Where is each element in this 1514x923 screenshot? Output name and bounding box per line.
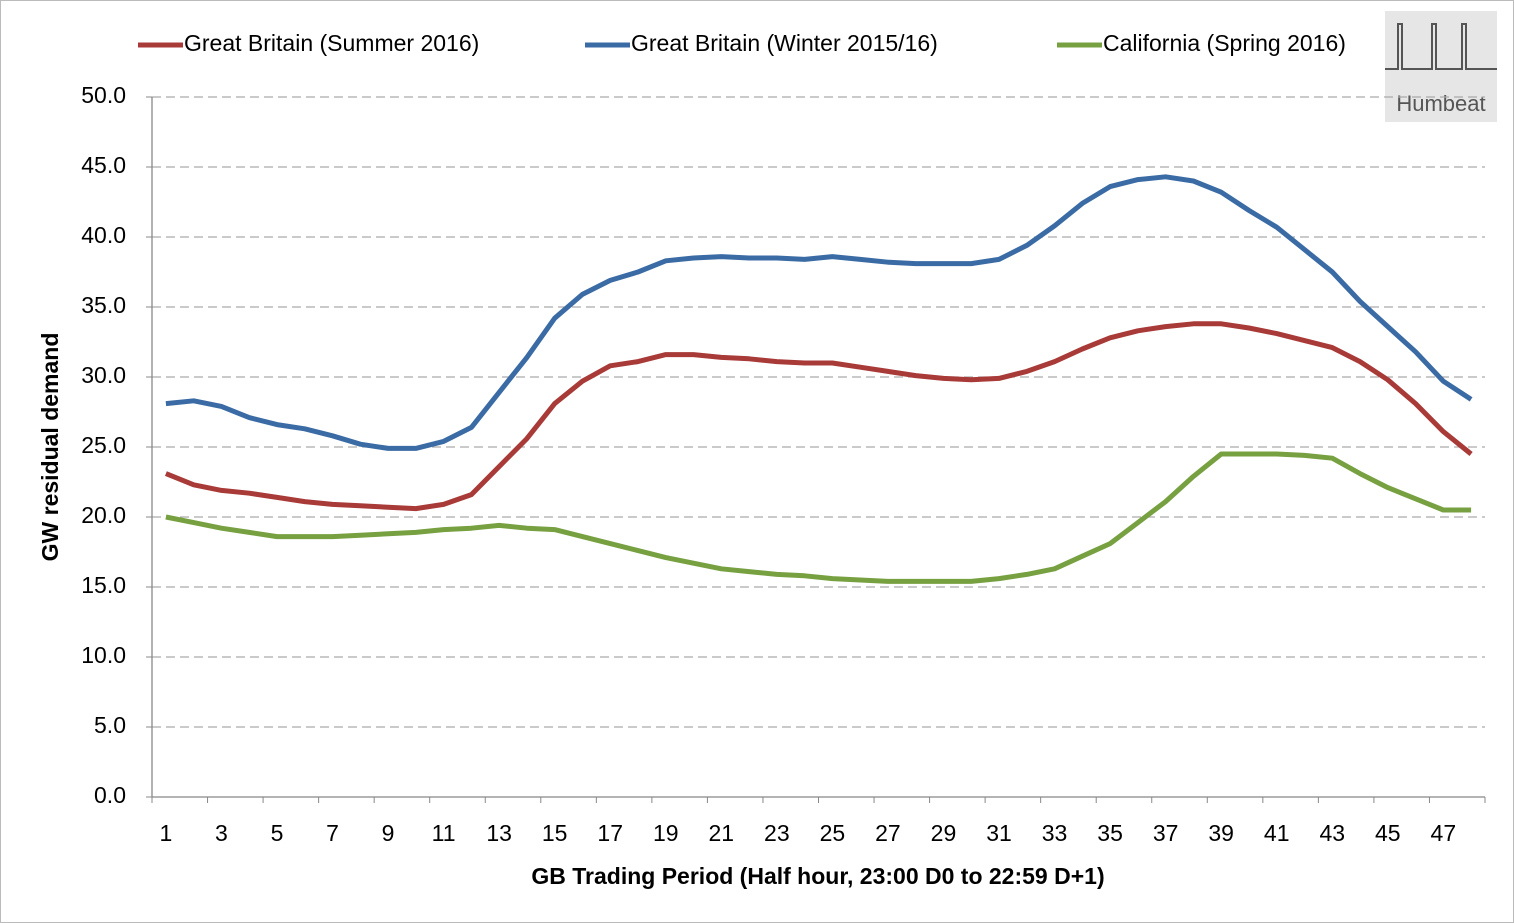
y-tick-label: 0.0	[94, 782, 126, 808]
x-tick-label: 23	[764, 820, 790, 846]
y-tick-label: 15.0	[81, 572, 126, 598]
y-tick-label: 45.0	[81, 152, 126, 178]
y-tick-label: 35.0	[81, 292, 126, 318]
x-tick-label: 45	[1375, 820, 1401, 846]
x-tick-label: 47	[1431, 820, 1457, 846]
y-tick-label: 40.0	[81, 222, 126, 248]
legend-label: Great Britain (Summer 2016)	[184, 30, 479, 56]
y-tick-label: 5.0	[94, 712, 126, 738]
logo: Humbeat	[1385, 11, 1497, 122]
legend-label: Great Britain (Winter 2015/16)	[631, 30, 938, 56]
series-line	[164, 321, 1473, 512]
logo-text: Humbeat	[1396, 91, 1485, 116]
x-tick-label: 43	[1319, 820, 1345, 846]
y-axis-title: GW residual demand	[37, 333, 63, 562]
y-tick-label: 25.0	[81, 432, 126, 458]
logo-pulse	[1385, 23, 1497, 70]
x-tick-label: 3	[215, 820, 228, 846]
x-tick-label: 5	[271, 820, 284, 846]
y-tick-label: 10.0	[81, 642, 126, 668]
x-tick-label: 41	[1264, 820, 1290, 846]
x-tick-label: 19	[653, 820, 679, 846]
x-tick-label: 31	[986, 820, 1012, 846]
x-tick-label: 11	[432, 820, 456, 846]
series-line	[165, 451, 1472, 584]
x-tick-label: 35	[1097, 820, 1123, 846]
x-tick-label: 37	[1153, 820, 1179, 846]
x-axis-title: GB Trading Period (Half hour, 23:00 D0 t…	[531, 863, 1104, 889]
x-tick-label: 39	[1208, 820, 1234, 846]
x-tick-label: 25	[820, 820, 846, 846]
x-tick-label: 27	[875, 820, 901, 846]
y-tick-label: 30.0	[81, 362, 126, 388]
x-tick-label: 9	[382, 820, 395, 846]
x-tick-label: 17	[597, 820, 623, 846]
logo-box	[1385, 11, 1497, 122]
series-line	[165, 174, 1473, 451]
x-tick-label: 1	[159, 820, 172, 846]
x-tick-label: 13	[486, 820, 512, 846]
x-tick-label: 21	[709, 820, 735, 846]
x-tick-label: 33	[1042, 820, 1068, 846]
y-tick-label: 20.0	[81, 502, 126, 528]
x-tick-label: 7	[326, 820, 339, 846]
x-tick-label: 29	[931, 820, 957, 846]
legend-label: California (Spring 2016)	[1103, 30, 1346, 56]
y-tick-label: 50.0	[81, 82, 126, 108]
x-tick-label: 15	[542, 820, 568, 846]
